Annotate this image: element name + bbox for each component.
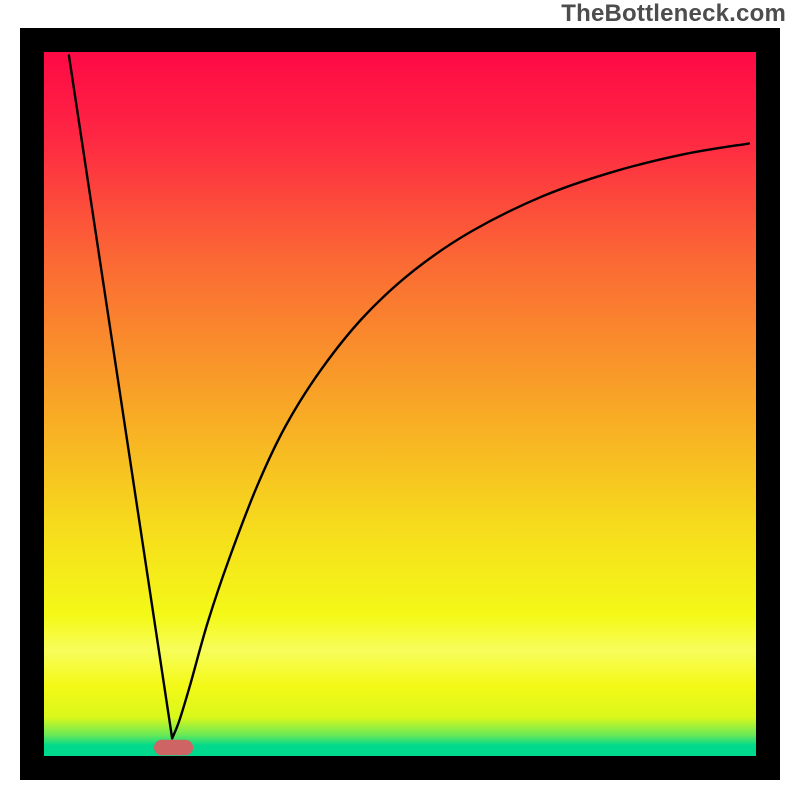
plot-background <box>44 52 756 756</box>
chart-svg <box>0 0 800 800</box>
chart-container: TheBottleneck.com <box>0 0 800 800</box>
watermark-label: TheBottleneck.com <box>561 0 786 28</box>
minimum-marker <box>154 740 193 755</box>
